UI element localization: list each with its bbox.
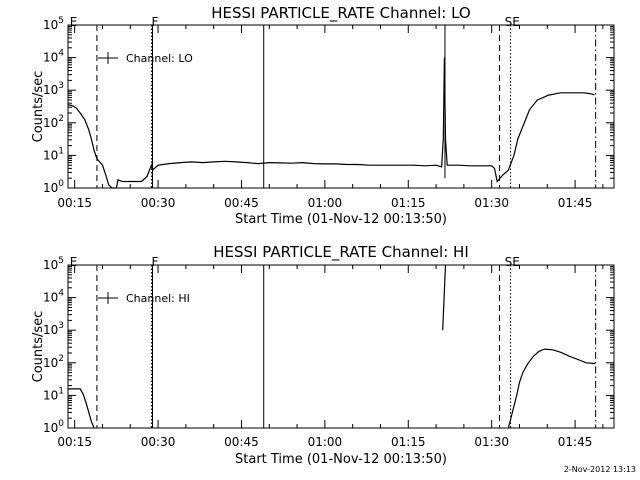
data-series-line [507, 348, 596, 429]
y-axis-label: Counts/sec [31, 311, 46, 383]
x-tick-label: 01:00 [308, 435, 343, 449]
y-tick-label: 104 [43, 289, 64, 305]
x-tick-label: 01:45 [558, 196, 593, 210]
panel-hi: HESSI PARTICLE_RATE Channel: HI 00:15 00:3… [31, 243, 615, 467]
data-series-line [68, 388, 95, 429]
plot-frame [67, 24, 615, 189]
x-tick-label: 01:30 [474, 196, 509, 210]
marker-label: E [70, 15, 78, 29]
x-axis-label: Start Time (01-Nov-12 00:13:50) [235, 452, 447, 467]
marker-label: F [152, 255, 159, 269]
y-axis-label: Counts/sec [31, 71, 46, 143]
plot-frame [67, 264, 615, 429]
legend-label: Channel: LO [126, 52, 193, 65]
y-tick-label: 105 [43, 256, 64, 272]
y-tick-label: 101 [43, 146, 64, 162]
x-tick-label: 00:30 [141, 435, 176, 449]
marker-label: E [70, 255, 78, 269]
data-series-line [67, 57, 595, 189]
footer-timestamp: 2-Nov-2012 13:13 [564, 465, 636, 474]
chart-title: HESSI PARTICLE_RATE Channel: HI [213, 243, 469, 262]
y-tick-label: 103 [43, 81, 64, 97]
x-tick-label: 01:15 [391, 196, 426, 210]
marker-label: SE [505, 255, 520, 269]
x-tick-label: 00:15 [57, 196, 92, 210]
marker-label: F [152, 15, 159, 29]
x-tick-label: 01:15 [391, 435, 426, 449]
x-tick-label: 00:45 [224, 196, 259, 210]
x-tick-label: 00:45 [224, 435, 259, 449]
y-tick-label: 101 [43, 386, 64, 402]
y-tick-label: 100 [43, 419, 64, 435]
y-tick-label: 103 [43, 321, 64, 337]
marker-label: SE [505, 15, 520, 29]
x-tick-label: 00:30 [141, 196, 176, 210]
legend-label: Channel: HI [126, 292, 190, 305]
y-tick-label: 100 [43, 179, 64, 195]
panel-lo: HESSI PARTICLE_RATE Channel: LO 00:15 00:3… [31, 4, 615, 227]
x-axis-label: Start Time (01-Nov-12 00:13:50) [235, 212, 447, 227]
data-series-line [442, 264, 447, 331]
x-tick-label: 01:30 [474, 435, 509, 449]
y-tick-label: 102 [43, 114, 64, 130]
y-tick-label: 104 [43, 49, 64, 65]
chart-title: HESSI PARTICLE_RATE Channel: LO [211, 4, 470, 23]
x-tick-label: 01:00 [308, 196, 343, 210]
y-tick-label: 105 [43, 16, 64, 32]
x-tick-label: 00:15 [57, 435, 92, 449]
y-tick-label: 102 [43, 354, 64, 370]
x-tick-label: 01:45 [558, 435, 593, 449]
